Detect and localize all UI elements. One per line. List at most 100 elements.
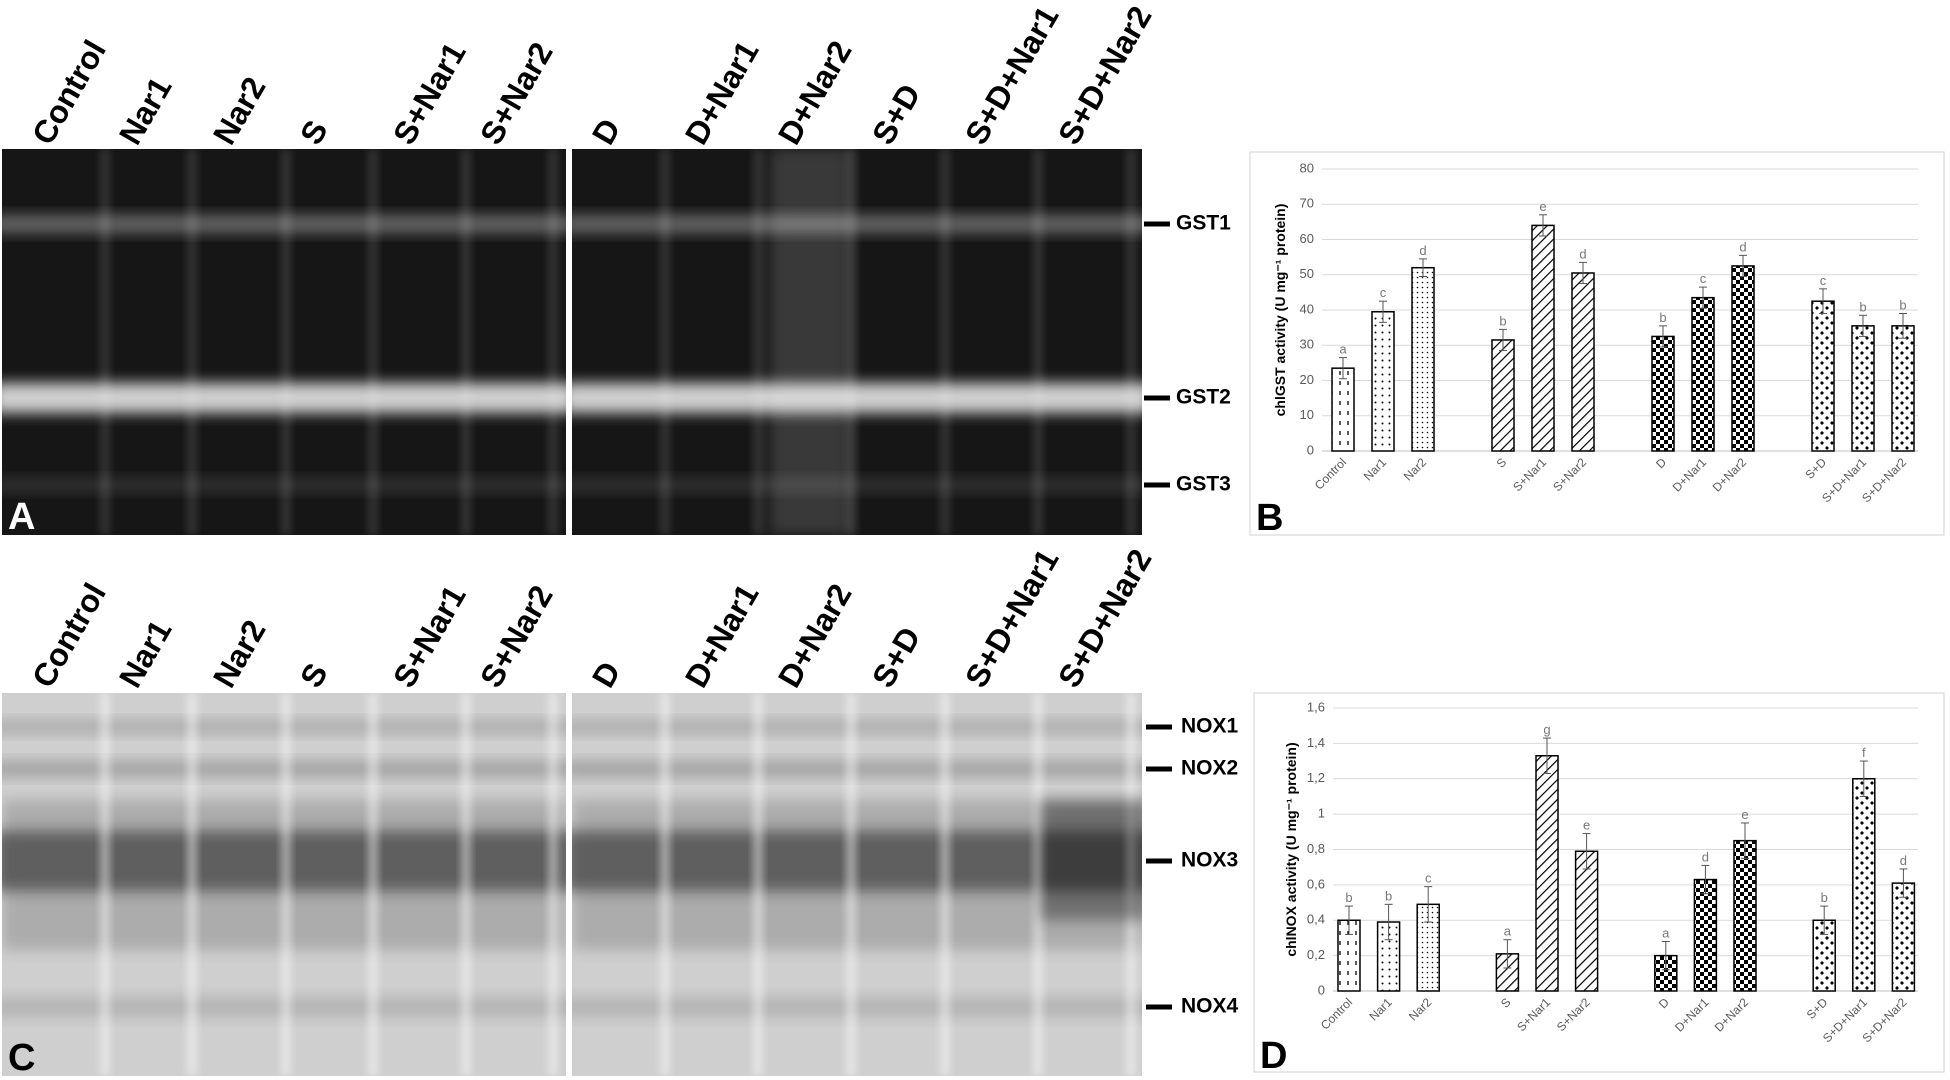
bar: [1371, 311, 1395, 452]
lane-label: S: [293, 657, 335, 693]
y-tick-label: 20: [1300, 372, 1314, 387]
significance-letter: f: [1862, 745, 1866, 760]
chart-frame: [1253, 692, 1945, 1073]
y-tick-label: 1,6: [1307, 699, 1325, 714]
lane-label: Nar1: [112, 71, 179, 151]
significance-letter: b: [1899, 298, 1906, 313]
lane-label: S+D+Nar1: [958, 543, 1066, 693]
lane-streak: [1033, 693, 1043, 1076]
lane-streak: [1033, 149, 1043, 535]
lane-label: S+Nar2: [473, 579, 560, 693]
bar: [1731, 265, 1755, 452]
error-bar: [1384, 903, 1393, 941]
y-axis-title: chlGST activity (U mg⁻¹ protein): [1272, 204, 1288, 417]
y-tick-label: 30: [1300, 337, 1314, 352]
y-tick-label: 0: [1307, 442, 1314, 457]
lane-streak: [940, 693, 950, 1076]
error-bar: [1699, 286, 1707, 309]
significance-letter: d: [1579, 246, 1586, 261]
bar: [1811, 300, 1835, 452]
significance-letter: b: [1499, 313, 1506, 328]
y-tick-label: 60: [1300, 231, 1314, 246]
lane-label: D+Nar1: [678, 35, 766, 151]
bar: [1491, 339, 1515, 452]
lane-label: D: [585, 112, 628, 150]
y-tick-label: 10: [1300, 407, 1314, 422]
error-bar: [1419, 258, 1427, 278]
significance-letter: a: [1504, 924, 1512, 939]
y-tick-label: 1,4: [1307, 735, 1325, 750]
y-tick-label: 0,8: [1307, 841, 1325, 856]
error-bar: [1899, 868, 1908, 898]
error-bar: [1503, 939, 1512, 969]
lane-label: Nar1: [112, 614, 179, 694]
bar: [1535, 755, 1559, 992]
error-bar: [1579, 261, 1587, 285]
dark-lane: [1040, 800, 1142, 920]
bar: [1571, 272, 1595, 452]
lane-streak: [660, 693, 670, 1076]
error-bar: [1582, 833, 1591, 870]
lane-streak: [281, 693, 291, 1076]
significance-letter: e: [1741, 807, 1748, 822]
bar: [1851, 325, 1875, 452]
lane-label: S+D+Nar1: [958, 0, 1066, 150]
significance-letter: b: [1345, 890, 1352, 905]
gel-half: [572, 693, 1142, 1076]
lane-label: D+Nar2: [771, 578, 859, 694]
lane-label: D: [585, 655, 628, 693]
bar: [1411, 266, 1435, 452]
lane-label: D+Nar2: [771, 35, 859, 151]
error-bar: [1379, 300, 1387, 323]
gel-background: [572, 149, 1142, 535]
lane-streak: [753, 149, 763, 535]
y-tick-label: 1: [1318, 806, 1325, 821]
y-tick-label: 80: [1300, 160, 1314, 175]
lane-streak: [660, 149, 670, 535]
lane-streak: [753, 693, 763, 1076]
panel-letter: B: [1256, 497, 1283, 539]
error-bar: [1499, 328, 1507, 352]
significance-letter: e: [1539, 199, 1546, 214]
lane-label: Nar2: [206, 614, 273, 694]
bar: [1733, 839, 1757, 992]
y-tick-label: 0,2: [1307, 947, 1325, 962]
lane-streak: [846, 693, 856, 1076]
error-bar: [1339, 357, 1347, 380]
lane-label: S+D: [865, 621, 928, 694]
significance-letter: c: [1700, 271, 1707, 286]
gel-band: [572, 215, 1142, 233]
error-bar: [1543, 737, 1551, 774]
gel-half: [572, 149, 1142, 535]
lane-label: S+Nar1: [386, 36, 473, 150]
lane-streak: [461, 693, 471, 1076]
lane-label: S+Nar2: [473, 36, 560, 150]
band-label: NOX4: [1181, 995, 1239, 1018]
band-label: NOX2: [1181, 757, 1238, 780]
y-tick-label: 0,4: [1307, 912, 1325, 927]
y-tick-label: 0,6: [1307, 876, 1325, 891]
error-bar: [1819, 288, 1827, 315]
panel-letter: D: [1260, 1035, 1287, 1077]
error-bar: [1659, 325, 1667, 348]
lane-streak: [187, 149, 197, 535]
gel-band: [572, 997, 1142, 1017]
bar: [1891, 882, 1916, 992]
significance-letter: c: [1425, 871, 1432, 886]
gel-half: [2, 149, 566, 535]
significance-letter: d: [1739, 239, 1746, 254]
lane-label: D+Nar1: [678, 578, 766, 694]
gel: [2, 693, 1142, 1076]
lane-label: Control: [25, 577, 113, 694]
bar: [1691, 296, 1715, 452]
lane-streak: [548, 693, 558, 1076]
significance-letter: d: [1702, 849, 1709, 864]
y-tick-label: 50: [1300, 266, 1314, 281]
lane-streak: [548, 149, 558, 535]
lane-streak: [100, 149, 110, 535]
error-bar: [1539, 214, 1547, 237]
significance-letter: b: [1821, 890, 1828, 905]
y-tick-label: 40: [1300, 301, 1314, 316]
